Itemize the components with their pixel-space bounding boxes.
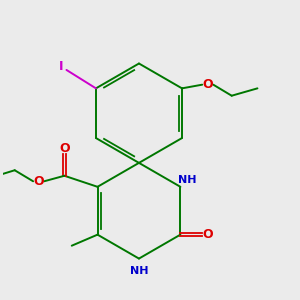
Text: NH: NH: [130, 266, 148, 277]
Text: NH: NH: [178, 175, 196, 185]
Text: O: O: [33, 175, 44, 188]
Text: O: O: [203, 228, 213, 241]
Text: I: I: [59, 60, 63, 73]
Text: O: O: [202, 78, 213, 91]
Text: O: O: [59, 142, 70, 155]
